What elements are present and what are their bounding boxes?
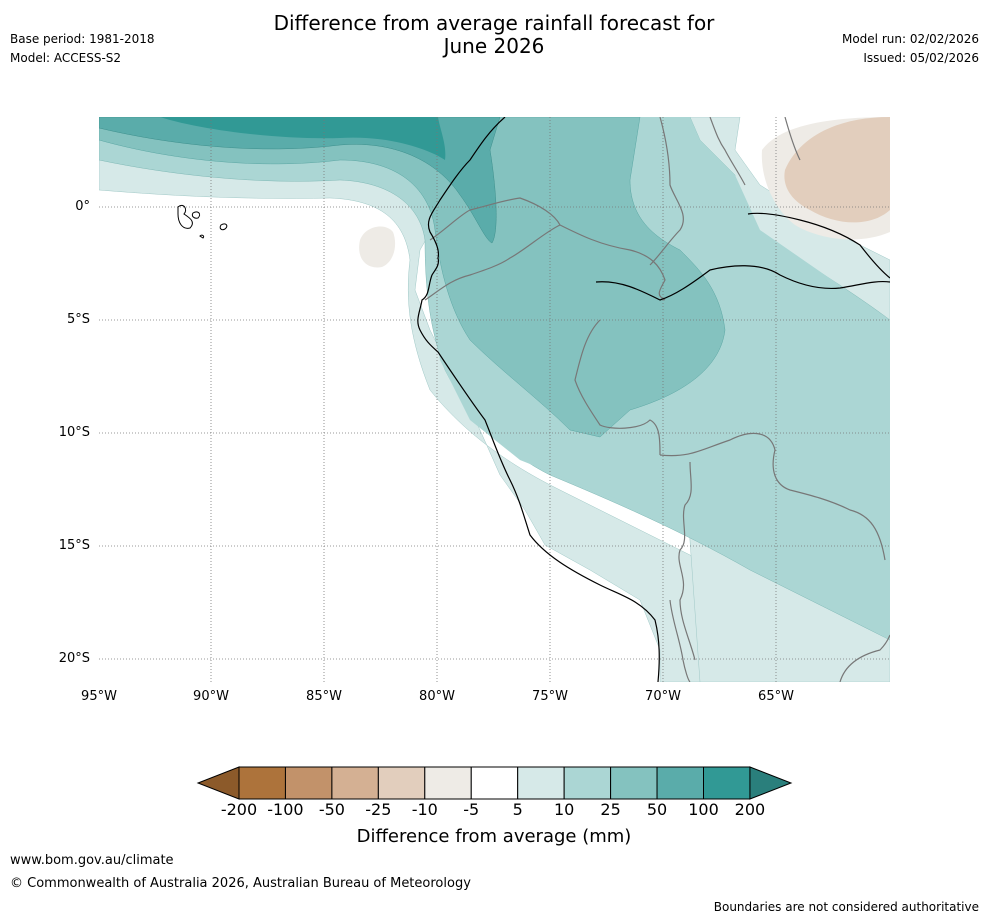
base-period: Base period: 1981-2018 [10,32,155,46]
border-peru-bolivia [678,461,696,661]
lat-label-20s: 20°S [58,651,90,666]
colorbar-tick-label: -25 [365,800,392,819]
colorbar-tick-label: -200 [220,800,258,819]
colorbar-bin [238,766,286,800]
colorbar-tick-label: 100 [688,800,719,819]
colorbar-bin [517,766,565,800]
colorbar-tick-label: -10 [411,800,438,819]
border-colombia-brazil [559,224,666,301]
colorbar-bin [610,766,658,800]
colorbar-tick-label: 10 [553,800,575,819]
border-guyana [709,117,746,186]
colorbar-extend-low [196,766,240,800]
colorbar [196,766,793,800]
colorbar-tick-label: 5 [512,800,523,819]
lat-label-0: 0° [75,199,90,214]
colorbar-tick-label: 200 [734,800,766,819]
colorbar-tick-label: -5 [463,800,480,819]
issued-date: Issued: 05/02/2026 [863,51,979,65]
model-name: Model: ACCESS-S2 [10,51,122,65]
anomaly-band-50-100 [99,117,501,244]
lon-label-65w: 65°W [758,689,794,704]
gridlines [99,117,890,682]
lat-label-10s: 10°S [58,425,90,440]
coastline [417,117,890,682]
border-venezuela [649,117,684,266]
border-chile-bolivia [669,599,691,682]
anomaly-dry-east-core [784,117,890,223]
colorbar-bin [656,766,704,800]
lat-label-15s: 15°S [58,538,90,553]
lat-label-5s: 5°S [66,312,90,327]
coast-pacific [417,117,660,682]
border-colombia-ecuador [429,197,561,241]
galapagos-islands [177,204,228,239]
anomaly-dry-pacific [359,226,396,268]
colorbar-bin [424,766,472,800]
anomaly-band-100-200 [160,117,446,160]
colorbar-bin [563,766,612,800]
colorbar-bin [284,766,333,800]
page-title: Difference from average rainfall forecas… [0,12,988,58]
country-boundaries [424,117,890,682]
coast-caribbean [747,212,890,279]
colorbar-tick-label: 25 [600,800,621,819]
border-south-east [839,634,890,682]
colorbar-extend-high [749,766,793,800]
border-suriname [784,117,801,161]
colorbar-tick-label: 50 [646,800,668,819]
border-bolivia [659,432,886,561]
title-line-1: Difference from average rainfall forecas… [273,11,715,35]
colorbar-bin [470,766,519,800]
footer-disclaimer: Boundaries are not considered authoritat… [713,900,979,914]
model-run: Model run: 02/02/2026 [841,32,979,46]
colorbar-tick-label: -50 [318,800,345,819]
lon-label-95w: 95°W [81,689,117,704]
colorbar-label: Difference from average (mm) [356,826,632,847]
lon-label-70w: 70°W [645,689,681,704]
coast-amazon-mouth [595,265,890,301]
anomaly-band-25-50 [99,117,726,438]
colorbar-bin [703,766,751,800]
footer-url[interactable]: www.bom.gov.au/climate [10,853,174,868]
lon-label-85w: 85°W [306,689,342,704]
lon-label-75w: 75°W [532,689,568,704]
colorbar-bin [377,766,426,800]
footer-copyright: © Commonwealth of Australia 2026, Austra… [10,876,471,891]
lon-label-80w: 80°W [419,689,455,704]
colorbar-bin [331,766,379,800]
colorbar-tick-label: -100 [267,800,304,819]
border-peru-brazil [574,319,661,456]
title-line-2: June 2026 [443,34,545,58]
border-ecuador-peru [424,224,561,301]
lon-label-90w: 90°W [193,689,229,704]
